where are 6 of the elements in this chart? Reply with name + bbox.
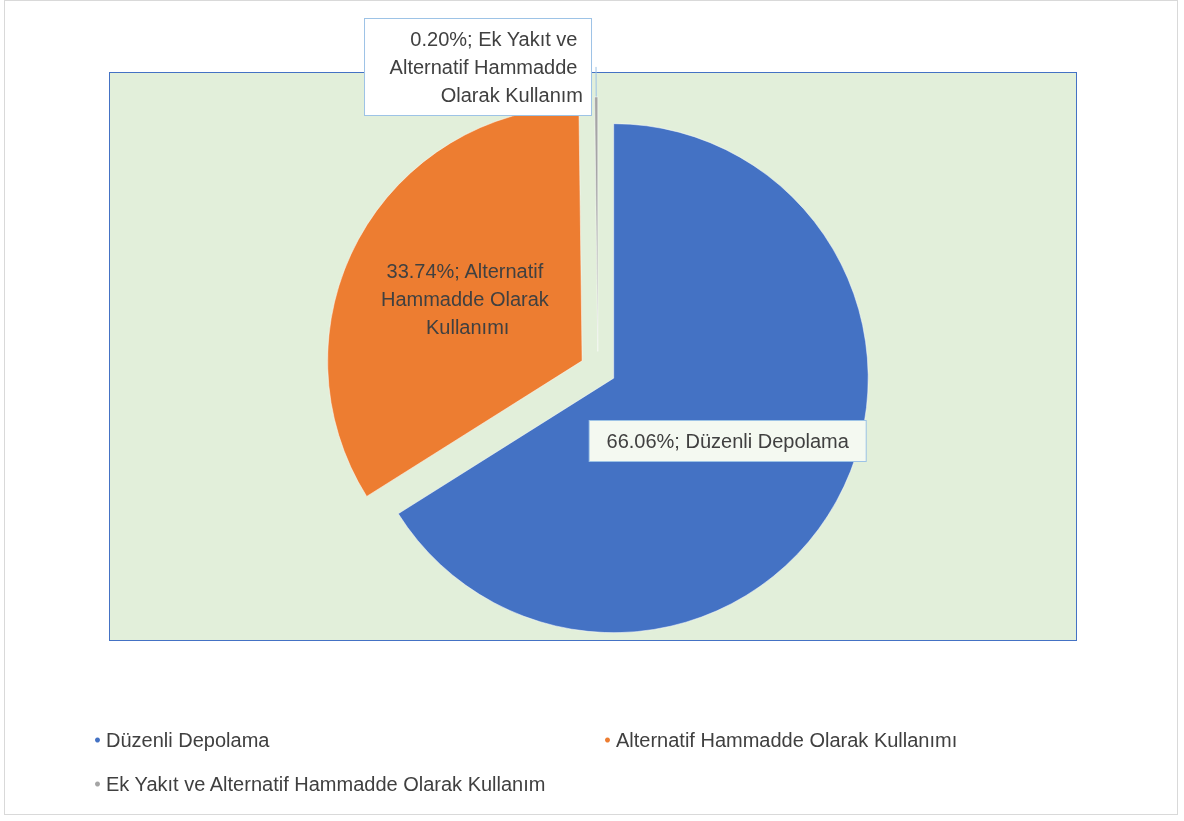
legend-label: Ek Yakıt ve Alternatif Hammadde Olarak Kullanım xyxy=(106,773,546,795)
data-label: 0.20%; Ek Yakıt ve Alternatif Hammadde Olarak Kullanım xyxy=(389,27,584,106)
legend-label: Alternatif Hammadde Olarak Kullanımı xyxy=(616,729,958,751)
legend-label: Düzenli Depolama xyxy=(106,729,271,751)
data-label: 33.74%; Alternatif Hammadde Olarak Kullanımı xyxy=(380,259,555,338)
data-label: 66.06%; Düzenli Depolama xyxy=(606,430,850,453)
